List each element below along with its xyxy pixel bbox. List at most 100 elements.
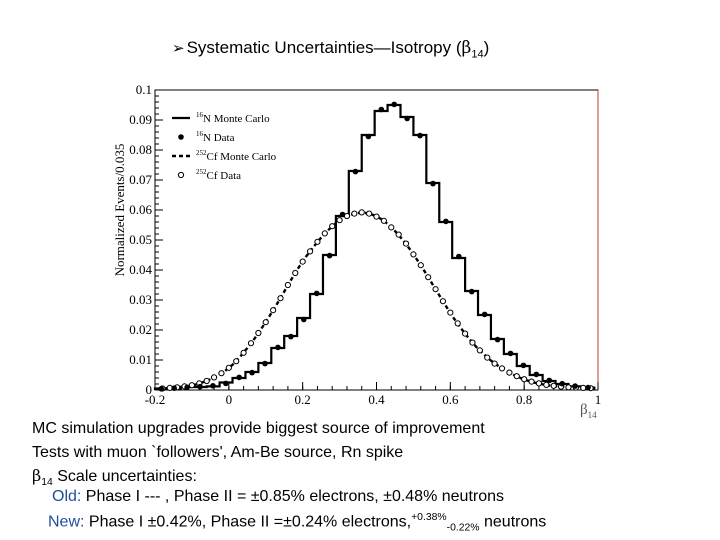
legend-entry-text: Cf Monte Carlo [207, 151, 277, 163]
legend-filled-dot-swatch [178, 134, 184, 140]
new-superscript: +0.38% [411, 512, 447, 523]
cf252-data-point [284, 281, 291, 289]
cf252-data-point [277, 295, 284, 302]
cf252-data-point [366, 210, 373, 217]
arrow-bullet-icon: ➢ [172, 39, 185, 57]
x-tick-label: 1 [595, 392, 602, 407]
cf252-data-point [351, 210, 358, 217]
cf252-data-point [484, 354, 491, 361]
x-tick-label: 0.2 [295, 392, 311, 407]
cf252-data-point [373, 213, 380, 220]
n16-data-point [585, 384, 591, 391]
n16-data-point [468, 288, 475, 295]
x-tick-label: 0 [226, 392, 233, 407]
old-label: Old: [52, 488, 82, 505]
beta-symbol: β [32, 466, 42, 485]
legend-open-circle-swatch [177, 171, 185, 179]
legend-entry-text: Cf Data [207, 170, 242, 182]
title-text: Systematic Uncertainties—Isotropy ( [186, 38, 462, 57]
n16-data-point [391, 101, 398, 108]
y-tick-label: 0 [146, 382, 153, 397]
cf252-data-point [528, 378, 535, 385]
n16-data-point [184, 384, 190, 391]
cf252-data-point [580, 384, 587, 391]
cf252-data-point [321, 230, 328, 237]
n16-data-point [481, 311, 488, 318]
cf252-data-point [306, 248, 314, 255]
legend-entry-label: 16N Monte Carlo [196, 111, 270, 125]
n16-data-point [378, 106, 385, 113]
scale-text: Scale uncertainties: [52, 468, 197, 485]
cf252-data-point [299, 258, 306, 265]
cf252-data-point [506, 369, 513, 376]
cf252-data-point [270, 307, 277, 314]
new-text-a: Phase I ±0.42%, Phase II =±0.24% electro… [84, 513, 412, 531]
title-beta-subscript: 14 [471, 48, 484, 61]
body-line-new-values: New: Phase I ±0.42%, Phase II =±0.24% el… [48, 512, 546, 534]
n16-data-point [533, 371, 540, 378]
n16-data-point [313, 290, 320, 297]
x-tick-label: 0.6 [442, 392, 459, 407]
cf252-data-point [432, 286, 439, 293]
n16-data-point [404, 115, 410, 122]
n16-data-point [456, 253, 462, 260]
n16-data-point [507, 350, 514, 357]
title-beta-symbol: β [461, 38, 472, 58]
n16-data-point [326, 252, 333, 259]
y-tick-label: 0.07 [129, 172, 152, 187]
y-tick-label: 0.03 [129, 292, 152, 307]
legend-entry-superscript: 16 [196, 130, 204, 138]
cf252-data-point [210, 374, 218, 381]
n16-data-point [236, 374, 242, 381]
legend-entry-label: 252Cf Data [196, 168, 241, 182]
title-close-paren: ) [483, 38, 490, 57]
body-line-scale-uncertainties: β14 Scale uncertainties: [32, 466, 197, 488]
n16-data-point [417, 132, 423, 139]
cf252-data-point [425, 274, 432, 281]
cf252-data-point [513, 373, 520, 380]
cf252-data-point [447, 309, 454, 316]
cf252-data-point [336, 217, 343, 224]
cf252-data-point [535, 380, 543, 387]
cf252-data-point [203, 377, 210, 385]
n16-data-point [339, 211, 346, 218]
cf252-data-point [218, 370, 225, 377]
n16-data-point [158, 386, 165, 392]
n16-data-point [171, 385, 177, 392]
cf252-data-point [395, 231, 402, 238]
y-tick-label: 0.1 [136, 82, 152, 97]
cf252-data-point [388, 224, 395, 231]
n16-data-point [288, 333, 294, 340]
y-tick-label: 0.01 [129, 352, 152, 367]
legend-entry-superscript: 252 [196, 168, 207, 176]
legend-entry-label: 252Cf Monte Carlo [196, 149, 277, 163]
y-tick-label: 0.09 [129, 112, 152, 127]
y-tick-label: 0.06 [129, 202, 152, 217]
cf252-data-point [240, 349, 247, 356]
cf252-data-point [550, 382, 557, 389]
n16-data-point [494, 336, 501, 343]
cf252-data-point [255, 329, 262, 337]
legend-entry-superscript: 16 [196, 111, 204, 119]
cf252-monte-carlo-curve [158, 211, 595, 390]
cf252-data-point [469, 339, 476, 346]
x-axis-label-subscript: 14 [588, 410, 598, 420]
n16-monte-carlo-histogram [153, 103, 596, 390]
slide-title: ➢ Systematic Uncertainties—Isotropy (β14) [172, 38, 489, 60]
body-line-old-values: Old: Phase I --- , Phase II = ±0.85% ele… [52, 488, 504, 506]
cf252-data-point [491, 360, 498, 367]
n16-data-point [443, 218, 449, 225]
n16-data-point [352, 168, 359, 175]
y-axis-label: Normalized Events/0.035 [112, 144, 127, 277]
n16-data-point [430, 180, 436, 187]
cf252-data-point [565, 384, 572, 391]
n16-data-point [223, 380, 229, 387]
old-text: Phase I --- , Phase II = ±0.85% electron… [81, 488, 505, 505]
n16-data-point [546, 377, 553, 384]
cf252-data-point [439, 298, 447, 305]
beta-subscript: 14 [41, 477, 53, 489]
cf252-data-point [454, 320, 461, 327]
x-tick-label: -0.2 [145, 392, 166, 407]
cf252-data-point [329, 223, 336, 230]
